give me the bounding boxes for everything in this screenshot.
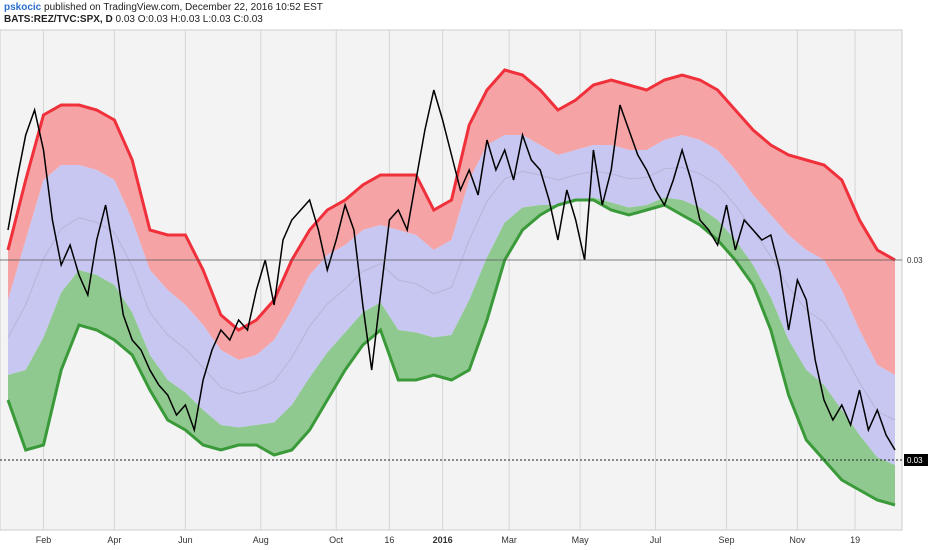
lower-band-line: [6, 198, 896, 507]
basis-line: [7, 166, 896, 421]
last-price-label: 0.03: [907, 456, 923, 465]
middle-band-fill: [8, 135, 895, 465]
x-tick-label: 16: [384, 535, 394, 545]
x-tick-label: Sep: [718, 535, 734, 545]
x-tick-label: 19: [850, 535, 860, 545]
price-line: [7, 89, 896, 451]
price-axis-label: 0.03: [907, 256, 923, 265]
x-tick-label: Mar: [501, 535, 517, 545]
upper-band-fill: [8, 70, 895, 375]
x-tick-label: Oct: [329, 535, 344, 545]
x-tick-label: Nov: [789, 535, 806, 545]
x-tick-label: Aug: [253, 535, 269, 545]
x-tick-label: 2016: [433, 535, 453, 545]
author-link[interactable]: pskocic: [4, 2, 42, 13]
ohlc-values: 0.03 O:0.03 H:0.03 L:0.03 C:0.03: [115, 14, 263, 25]
x-tick-label: May: [572, 535, 590, 545]
upper-band-line: [6, 68, 896, 332]
symbol-label: BATS:REZ/TVC:SPX, D: [4, 14, 113, 25]
published-text: published on TradingView.com, December 2…: [44, 2, 323, 13]
x-tick-label: Feb: [36, 535, 52, 545]
chart-header: pskocic published on TradingView.com, De…: [4, 2, 323, 26]
x-tick-label: Apr: [107, 535, 121, 545]
last-price-badge: [904, 454, 928, 466]
x-tick-label: Jun: [178, 535, 193, 545]
lower-band-fill: [8, 197, 895, 505]
x-tick-label: Jul: [650, 535, 662, 545]
